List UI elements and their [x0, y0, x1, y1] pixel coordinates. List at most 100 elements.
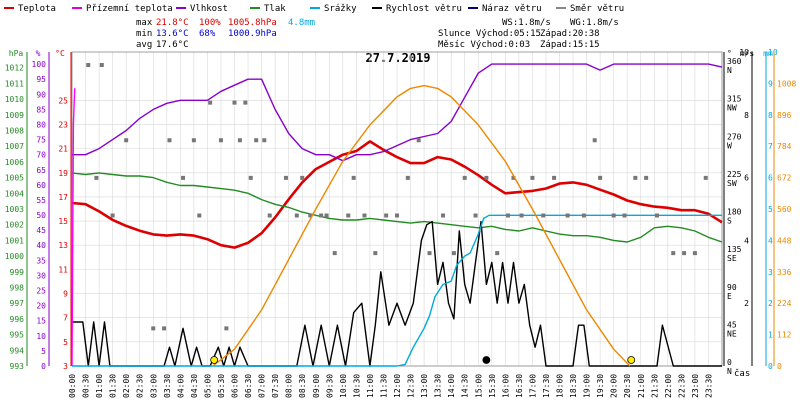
wind-direction-point — [373, 251, 378, 256]
wm2-tick: 112 — [777, 331, 792, 340]
wind-direction-point — [552, 175, 557, 180]
x-tick-label: 15:30 — [488, 374, 497, 398]
direction-tick-dir: SW — [727, 179, 737, 188]
stats-sun: Slunce Východ:05:15 — [438, 29, 541, 39]
x-tick-label: 04:00 — [176, 374, 185, 398]
series-hpa — [71, 172, 723, 243]
x-tick-label: 05:30 — [217, 374, 226, 398]
wind-direction-point — [484, 175, 489, 180]
wind-direction-point — [124, 138, 129, 143]
x-tick-label: 06:00 — [231, 374, 240, 398]
x-tick-label: 03:30 — [163, 374, 172, 398]
x-tick-label: 11:30 — [379, 374, 388, 398]
celsius-axis-tick: 5 — [63, 338, 68, 347]
wind-direction-point — [611, 213, 616, 218]
x-tick-label: 14:30 — [461, 374, 470, 398]
wind-direction-point — [362, 213, 367, 218]
ms-tick: 2 — [744, 299, 749, 308]
mm-tick: 7 — [768, 142, 773, 151]
hpa-axis-tick: 993 — [10, 362, 25, 371]
wind-direction-point — [598, 175, 603, 180]
legend-label: Rychlost větru — [386, 4, 462, 14]
mm-tick: 5 — [768, 205, 773, 214]
direction-tick-dir: N — [727, 66, 732, 75]
hpa-axis-tick: 1002 — [5, 221, 24, 230]
stats-panel: max 21.8°C 100% 1005.8hPa 4.8mm min 13.6… — [136, 18, 619, 50]
hpa-axis-tick: 1012 — [5, 64, 24, 73]
x-tick-label: 03:00 — [149, 374, 158, 398]
hpa-axis-tick: 1008 — [5, 127, 24, 136]
wind-direction-point — [541, 213, 546, 218]
wind-direction-point — [262, 138, 267, 143]
x-tick-label: 20:30 — [623, 374, 632, 398]
wind-direction-point — [151, 326, 156, 331]
wind-direction-point — [519, 213, 524, 218]
x-tick-label: 10:30 — [352, 374, 361, 398]
direction-tick-dir: S — [727, 217, 732, 226]
pct-axis-tick: 80 — [36, 120, 46, 129]
hpa-axis-tick: 1000 — [5, 252, 24, 261]
mm-tick: 1 — [768, 331, 773, 340]
direction-tick-deg: 45 — [727, 320, 737, 329]
celsius-axis-title: °C — [55, 49, 65, 58]
x-tick-label: 01:30 — [109, 374, 118, 398]
hpa-axis-tick: 1007 — [5, 142, 24, 151]
axes: 9939949959969979989991000100110021003100… — [5, 48, 797, 398]
wind-direction-point — [267, 213, 272, 218]
ms-tick: 4 — [744, 236, 749, 245]
celsius-axis-tick: 13 — [58, 241, 68, 250]
mm-tick: 8 — [768, 111, 773, 120]
hpa-axis-tick: 997 — [10, 299, 25, 308]
direction-tick-dir: E — [727, 292, 732, 301]
x-tick-label: 16:00 — [501, 374, 510, 398]
x-tick-label: 17:30 — [542, 374, 551, 398]
pct-axis-tick: 55 — [36, 196, 46, 205]
x-tick-label: 12:30 — [407, 374, 416, 398]
x-tick-label: 21:00 — [637, 374, 646, 398]
legend-label: Tlak — [264, 4, 286, 14]
hpa-axis-tick: 999 — [10, 268, 25, 277]
wind-direction-point — [495, 251, 500, 256]
wind-direction-point — [224, 326, 229, 331]
direction-tick-deg: 180 — [727, 208, 742, 217]
wind-direction-point — [592, 138, 597, 143]
stats-avg-temp: 17.6°C — [156, 40, 189, 50]
pct-axis-tick: 85 — [36, 105, 46, 114]
wm2-tick: 224 — [777, 299, 792, 308]
wm2-tick: 0 — [777, 362, 782, 371]
ms-tick: 8 — [744, 111, 749, 120]
wind-direction-point — [197, 213, 202, 218]
celsius-axis-tick: 21 — [58, 145, 68, 154]
wind-direction-point — [218, 138, 223, 143]
wind-direction-point — [384, 213, 389, 218]
wind-direction-point — [655, 213, 659, 218]
mm-axis-title: mm — [763, 49, 773, 58]
x-tick-label: 13:30 — [434, 374, 443, 398]
direction-axis-title: ° — [727, 49, 732, 58]
x-tick-label: 00:30 — [82, 374, 91, 398]
direction-tick-deg: 270 — [727, 132, 742, 141]
legend-label: Srážky — [324, 4, 357, 14]
legend-label: Vlhkost — [190, 4, 228, 14]
plot-grid — [71, 51, 723, 367]
wind-direction-point — [633, 175, 638, 180]
hpa-axis-tick: 1009 — [5, 111, 24, 120]
series-ms — [72, 220, 722, 367]
pct-axis-tick: 40 — [36, 241, 46, 250]
wind-direction-point — [462, 175, 467, 180]
ms-tick: 6 — [744, 174, 749, 183]
x-tick-label: 23:30 — [704, 374, 713, 398]
celsius-axis-tick: 25 — [58, 96, 68, 105]
stats-min-hum: 68% — [199, 29, 216, 39]
x-unit-label: čas — [734, 368, 750, 379]
hpa-axis-tick: 1011 — [5, 79, 24, 88]
series — [71, 63, 723, 367]
mm-tick: 9 — [768, 79, 773, 88]
hpa-axis-tick: 996 — [10, 315, 25, 324]
x-tick-label: 23:00 — [691, 374, 700, 398]
wind-direction-point — [530, 175, 535, 180]
stats-min-temp: 13.6°C — [156, 29, 189, 39]
legend-label: Přízemní teplota — [86, 4, 173, 14]
wind-direction-point — [346, 213, 351, 218]
